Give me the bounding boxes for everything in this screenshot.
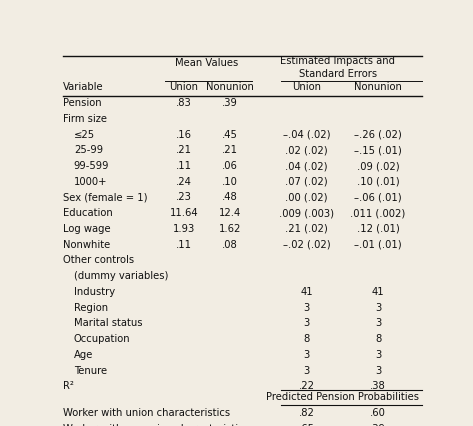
Text: 41: 41 (300, 287, 313, 297)
Text: .10 (.01): .10 (.01) (357, 177, 399, 187)
Text: Predicted Pension Probabilities: Predicted Pension Probabilities (266, 392, 419, 402)
Text: 1.62: 1.62 (219, 224, 241, 234)
Text: .12 (.01): .12 (.01) (357, 224, 399, 234)
Text: .65: .65 (298, 423, 315, 426)
Text: .011 (.002): .011 (.002) (350, 208, 406, 218)
Text: .22: .22 (298, 381, 315, 391)
Text: .39: .39 (370, 423, 386, 426)
Text: .02 (.02): .02 (.02) (285, 145, 328, 155)
Text: 99-599: 99-599 (74, 161, 109, 171)
Text: Tenure: Tenure (74, 366, 107, 376)
Text: Age: Age (74, 350, 93, 360)
Text: 1000+: 1000+ (74, 177, 107, 187)
Text: .08: .08 (222, 240, 237, 250)
Text: Union: Union (169, 82, 198, 92)
Text: .00 (.02): .00 (.02) (285, 193, 328, 202)
Text: 3: 3 (304, 350, 310, 360)
Text: –.02 (.02): –.02 (.02) (283, 240, 330, 250)
Text: Occupation: Occupation (74, 334, 131, 344)
Text: 11.64: 11.64 (169, 208, 198, 218)
Text: Worker with union characteristics: Worker with union characteristics (63, 408, 230, 418)
Text: .09 (.02): .09 (.02) (357, 161, 399, 171)
Text: –.01 (.01): –.01 (.01) (354, 240, 402, 250)
Text: Worker with nonunion characteristics: Worker with nonunion characteristics (63, 423, 249, 426)
Text: R²: R² (63, 381, 74, 391)
Text: Estimated Impacts and
Standard Errors: Estimated Impacts and Standard Errors (280, 56, 395, 79)
Text: (dummy variables): (dummy variables) (74, 271, 168, 281)
Text: 1.93: 1.93 (173, 224, 195, 234)
Text: 3: 3 (304, 303, 310, 313)
Text: –.06 (.01): –.06 (.01) (354, 193, 402, 202)
Text: Other controls: Other controls (63, 256, 134, 265)
Text: Log wage: Log wage (63, 224, 110, 234)
Text: .16: .16 (176, 130, 192, 140)
Text: Pension: Pension (63, 98, 101, 108)
Text: Education: Education (63, 208, 113, 218)
Text: .04 (.02): .04 (.02) (285, 161, 328, 171)
Text: 25-99: 25-99 (74, 145, 103, 155)
Text: 8: 8 (375, 334, 381, 344)
Text: .23: .23 (176, 193, 192, 202)
Text: .11: .11 (176, 161, 192, 171)
Text: .06: .06 (222, 161, 237, 171)
Text: –.26 (.02): –.26 (.02) (354, 130, 402, 140)
Text: Mean Values: Mean Values (175, 58, 238, 68)
Text: 3: 3 (304, 366, 310, 376)
Text: .21: .21 (221, 145, 237, 155)
Text: .11: .11 (176, 240, 192, 250)
Text: 8: 8 (304, 334, 310, 344)
Text: 3: 3 (375, 366, 381, 376)
Text: .21 (.02): .21 (.02) (285, 224, 328, 234)
Text: .45: .45 (222, 130, 237, 140)
Text: Nonunion: Nonunion (354, 82, 402, 92)
Text: Nonunion: Nonunion (206, 82, 254, 92)
Text: 3: 3 (304, 319, 310, 328)
Text: –.04 (.02): –.04 (.02) (283, 130, 330, 140)
Text: Nonwhite: Nonwhite (63, 240, 110, 250)
Text: .38: .38 (370, 381, 386, 391)
Text: .60: .60 (370, 408, 386, 418)
Text: ≤25: ≤25 (74, 130, 95, 140)
Text: Region: Region (74, 303, 108, 313)
Text: .83: .83 (176, 98, 192, 108)
Text: .07 (.02): .07 (.02) (285, 177, 328, 187)
Text: 41: 41 (372, 287, 385, 297)
Text: 3: 3 (375, 350, 381, 360)
Text: Variable: Variable (63, 82, 104, 92)
Text: .24: .24 (176, 177, 192, 187)
Text: Marital status: Marital status (74, 319, 142, 328)
Text: .39: .39 (222, 98, 237, 108)
Text: –.15 (.01): –.15 (.01) (354, 145, 402, 155)
Text: 3: 3 (375, 303, 381, 313)
Text: .10: .10 (222, 177, 237, 187)
Text: 12.4: 12.4 (219, 208, 241, 218)
Text: 3: 3 (375, 319, 381, 328)
Text: .48: .48 (222, 193, 237, 202)
Text: .82: .82 (298, 408, 315, 418)
Text: Sex (female = 1): Sex (female = 1) (63, 193, 147, 202)
Text: Firm size: Firm size (63, 114, 107, 124)
Text: .009 (.003): .009 (.003) (279, 208, 334, 218)
Text: Industry: Industry (74, 287, 115, 297)
Text: .21: .21 (176, 145, 192, 155)
Text: Union: Union (292, 82, 321, 92)
